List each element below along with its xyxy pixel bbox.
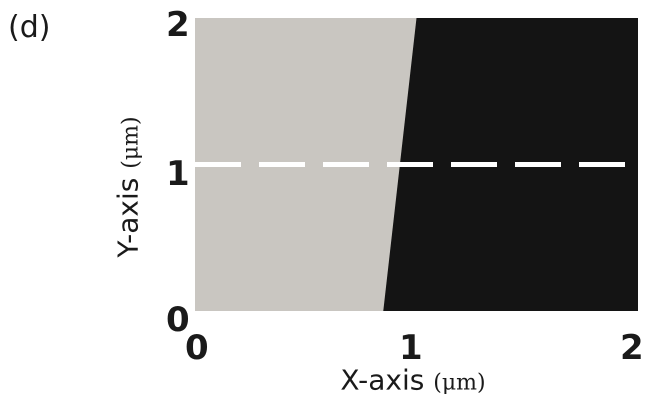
light-region [195, 18, 417, 311]
y-tick-label-mid: 1 [166, 154, 190, 194]
heatmap-plot [195, 18, 638, 311]
y-axis-label: Y-axis (μm) [112, 116, 145, 257]
x-axis-title: X-axis [340, 363, 425, 397]
x-tick-label-right: 2 [620, 328, 644, 368]
panel-label: (d) [8, 10, 51, 45]
x-tick-label-left: 0 [185, 328, 209, 368]
x-axis-label: X-axis (μm) [340, 364, 485, 397]
y-axis-title: Y-axis [111, 177, 145, 258]
y-tick-label-top: 2 [166, 5, 190, 45]
x-axis-unit: (μm) [433, 370, 486, 396]
y-axis-unit: (μm) [118, 116, 144, 169]
x-tick-label-mid: 1 [399, 328, 423, 368]
y-tick-label-bottom: 0 [166, 300, 190, 340]
